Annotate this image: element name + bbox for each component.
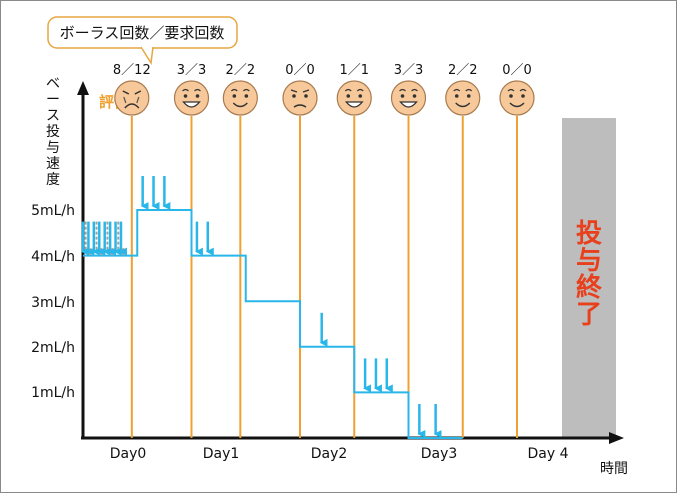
y-axis-title: ベ ー ス 投 与 速 度	[46, 76, 60, 188]
day-label: Day 4	[527, 446, 568, 462]
y-axis-title-char: 与	[46, 140, 60, 156]
face-happy-icon	[173, 80, 210, 116]
evaluation-count: 3／3	[394, 63, 424, 78]
face-happy-icon	[390, 80, 427, 116]
evaluation-count: 2／2	[448, 63, 478, 78]
y-axis-title-char: ー	[46, 92, 60, 108]
evaluation-count: 3／3	[177, 63, 207, 78]
rate-line-group	[83, 209, 463, 439]
end-label-char: 了	[576, 300, 602, 330]
y-axis-title-char: 度	[46, 172, 60, 188]
end-label-char: 終	[576, 272, 603, 303]
y-tick-label: 2mL/h	[31, 340, 75, 356]
evaluation-count: 0／0	[285, 63, 315, 78]
y-axis-arrowhead	[77, 81, 89, 95]
y-axis-title-char: ス	[46, 108, 60, 124]
y-tick-label: 5mL/h	[31, 203, 75, 219]
face-smile-icon	[222, 80, 258, 116]
day-label: Day3	[421, 446, 458, 462]
evaluation-count: 0／0	[502, 63, 532, 78]
callout-pointer	[140, 46, 154, 66]
evaluation-markers: 8／12 3／3 2／2 0／0 1／1 3／3 2／2 0／0	[113, 63, 535, 116]
evaluation-count: 2／2	[226, 63, 256, 78]
y-tick-label: 1mL/h	[31, 385, 75, 401]
face-crying-icon	[114, 80, 150, 116]
callout: ボーラス回数／要求回数	[47, 16, 238, 66]
callout-text: ボーラス回数／要求回数	[60, 24, 225, 42]
day-label: Day1	[203, 446, 240, 462]
face-smile-icon	[499, 80, 535, 116]
evaluation-count: 1／1	[339, 63, 369, 78]
y-tick-label: 3mL/h	[31, 295, 75, 311]
end-label-char: 与	[576, 246, 602, 276]
y-tick-label: 4mL/h	[31, 249, 75, 265]
day-label: Day0	[110, 446, 147, 462]
basal-rate-line	[83, 209, 463, 439]
bolus-arrows	[81, 176, 442, 438]
y-axis-title-char: ベ	[46, 76, 60, 92]
face-happy-icon	[336, 80, 372, 116]
day-label: Day2	[311, 446, 348, 462]
y-axis-title-char: 投	[46, 124, 60, 140]
x-axis-arrowhead	[609, 432, 624, 444]
evaluation-lines	[130, 116, 518, 438]
x-axis-title: 時間	[600, 461, 628, 477]
y-axis-title-char: 速	[46, 156, 60, 172]
end-label-char: 投	[576, 219, 602, 249]
end-label: 投 与 終 了	[576, 219, 603, 330]
end-area	[562, 118, 616, 438]
face-worried-icon	[282, 80, 318, 116]
face-smile-icon	[445, 80, 481, 116]
evaluation-count: 8／12	[113, 63, 151, 78]
